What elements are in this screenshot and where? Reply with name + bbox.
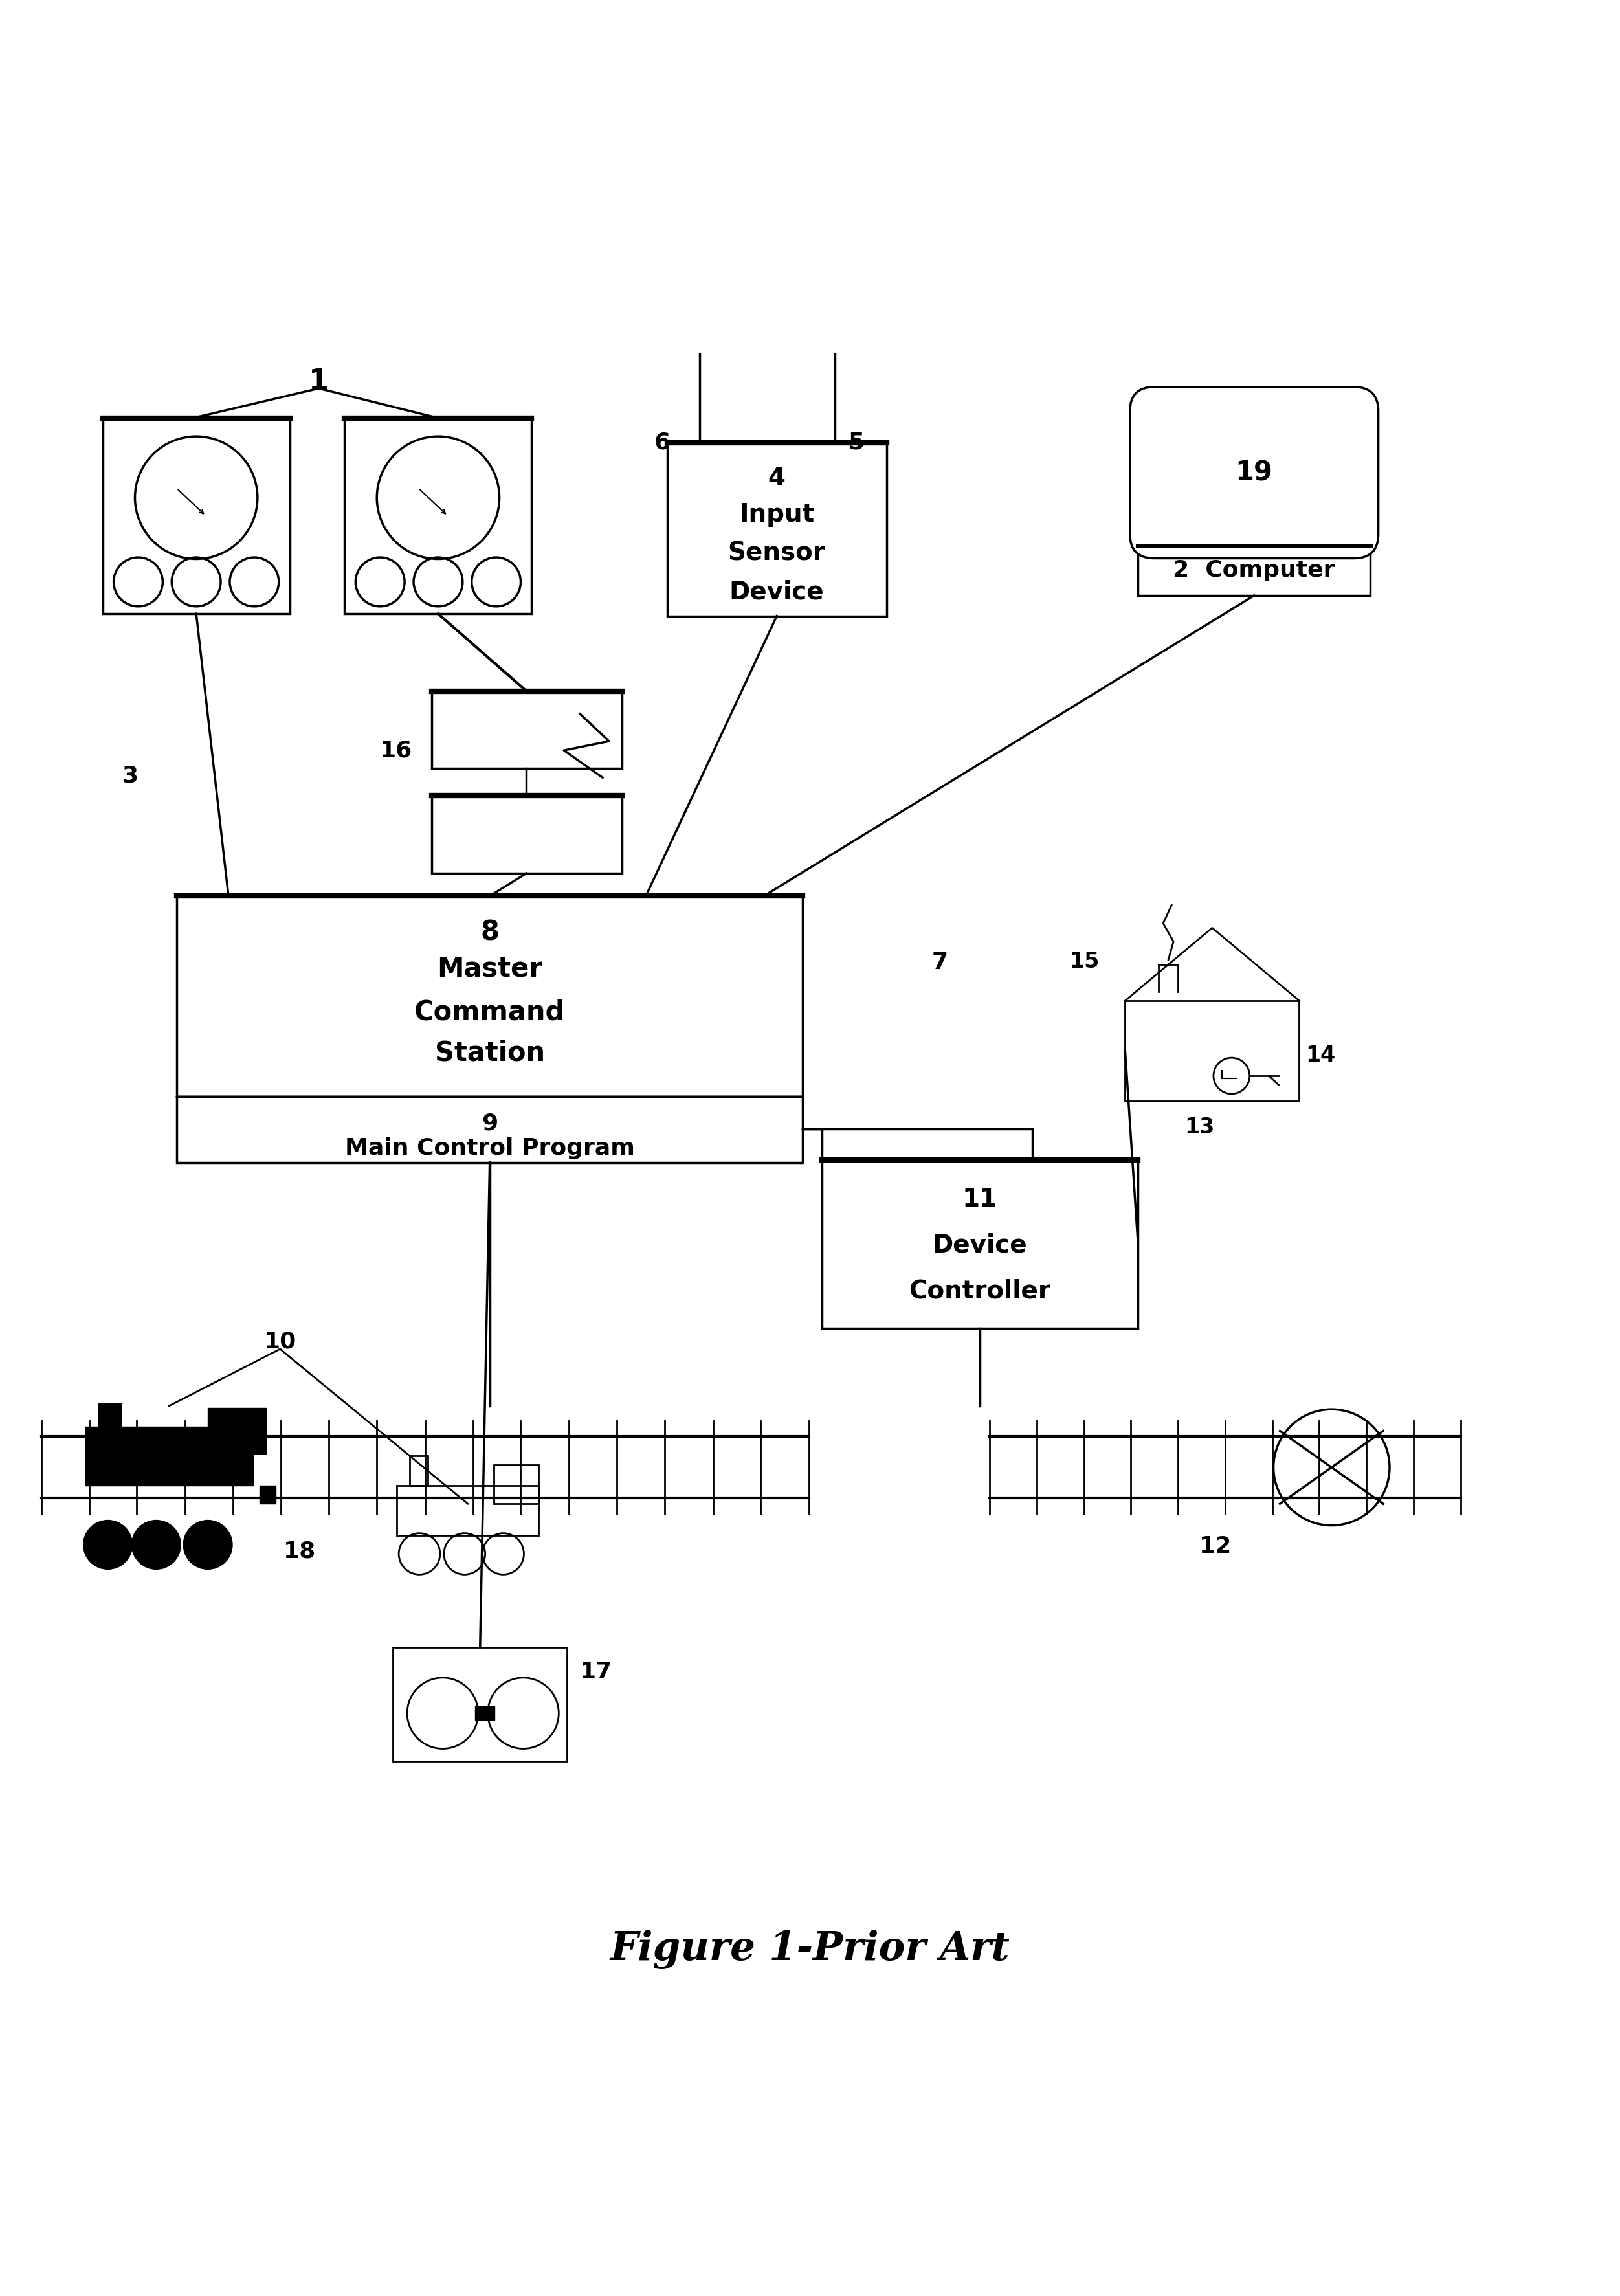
Text: Input: Input [739, 503, 815, 526]
Bar [397, 1486, 539, 1536]
Text: 10: 10 [264, 1332, 296, 1352]
Bar [410, 1456, 428, 1486]
Text: Main Control Program: Main Control Program [345, 1137, 635, 1159]
Text: 5: 5 [847, 432, 863, 455]
Text: 13: 13 [1184, 1116, 1215, 1139]
Bar [494, 1465, 539, 1504]
Text: Sensor: Sensor [727, 542, 826, 565]
Text: 2  Computer: 2 Computer [1173, 560, 1335, 581]
Text: Master: Master [437, 955, 543, 983]
Bar [177, 895, 802, 1095]
Bar [345, 418, 531, 613]
Text: 6: 6 [654, 432, 671, 455]
Bar [177, 1095, 802, 1162]
Bar [1137, 400, 1371, 546]
Bar [431, 797, 622, 872]
Text: Command: Command [415, 999, 565, 1026]
Circle shape [131, 1520, 181, 1568]
Text: 3: 3 [122, 765, 138, 788]
Text: 14: 14 [1306, 1045, 1335, 1065]
Bar [86, 1426, 253, 1486]
Text: 8: 8 [481, 918, 499, 946]
Text: Figure 1-Prior Art: Figure 1-Prior Art [609, 1929, 1009, 1970]
Text: 1: 1 [309, 367, 329, 395]
Text: Device: Device [933, 1233, 1027, 1258]
Text: Station: Station [434, 1040, 544, 1068]
Bar [102, 418, 290, 613]
Bar [667, 443, 886, 615]
Text: 15: 15 [1069, 951, 1100, 971]
Bar [207, 1407, 266, 1453]
Text: 7: 7 [932, 951, 948, 974]
Circle shape [83, 1520, 133, 1568]
Text: 12: 12 [1199, 1536, 1231, 1557]
Text: Controller: Controller [909, 1279, 1051, 1304]
Text: 16: 16 [379, 739, 413, 762]
Text: 9: 9 [481, 1111, 497, 1134]
Bar [431, 691, 622, 769]
Circle shape [183, 1520, 232, 1568]
Bar [394, 1646, 567, 1761]
Bar [475, 1706, 494, 1720]
Text: Device: Device [729, 579, 825, 604]
Text: 11: 11 [962, 1187, 998, 1212]
Bar [821, 1159, 1137, 1329]
Text: 4: 4 [768, 466, 786, 491]
Text: 17: 17 [580, 1660, 612, 1683]
Bar [99, 1403, 122, 1440]
Text: 18: 18 [284, 1541, 316, 1561]
FancyBboxPatch shape [1129, 388, 1379, 558]
Text: 19: 19 [1236, 459, 1273, 487]
Bar [1137, 546, 1371, 595]
Bar [259, 1486, 275, 1504]
Bar [1126, 1001, 1299, 1100]
